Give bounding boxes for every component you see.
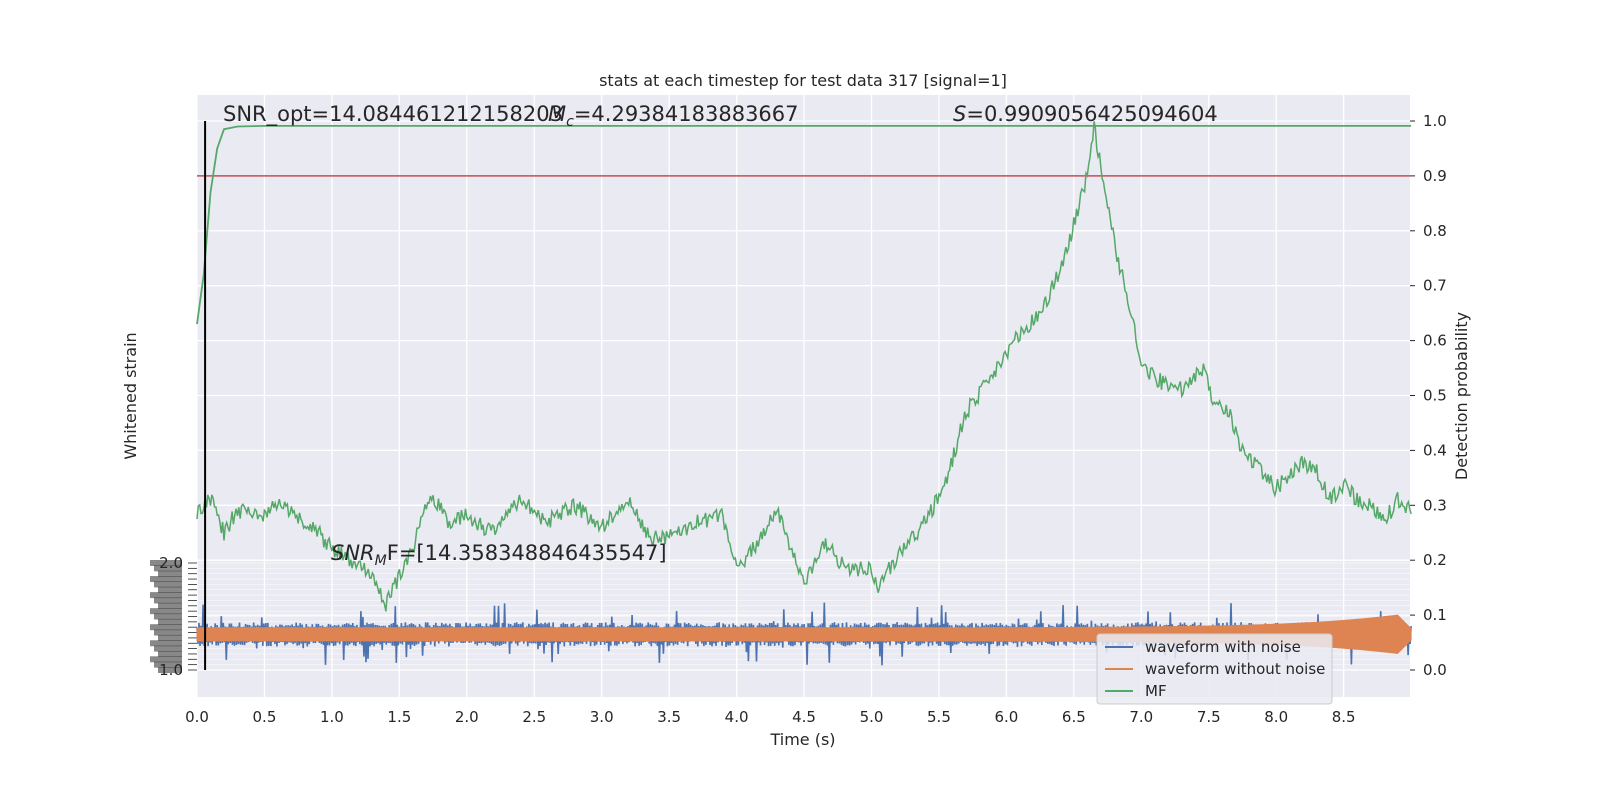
snr-mf-annotation: SNRMF=[14.358348846435547] bbox=[331, 541, 667, 569]
y-tick-label: 0.6 bbox=[1423, 332, 1447, 350]
x-tick-label: 6.0 bbox=[994, 708, 1018, 726]
left-tick-label-clutter bbox=[150, 656, 182, 663]
left-tick-label-clutter bbox=[158, 650, 182, 657]
left-tick-label-clutter bbox=[158, 602, 182, 609]
legend-label-waveform-without-noise: waveform without noise bbox=[1145, 660, 1325, 678]
x-tick-label: 8.5 bbox=[1332, 708, 1356, 726]
x-tick-label: 7.5 bbox=[1197, 708, 1221, 726]
x-tick-label: 0.5 bbox=[253, 708, 277, 726]
left-tick-label-clutter bbox=[158, 618, 182, 625]
legend-box bbox=[1096, 633, 1333, 705]
left-tick-label-clutter bbox=[154, 645, 182, 652]
left-tick-label-clutter bbox=[154, 597, 182, 604]
right-y-axis-label: Detection probability bbox=[1452, 312, 1471, 480]
left-tick-label-clutter bbox=[158, 570, 182, 577]
left-tick-label-clutter bbox=[158, 667, 182, 673]
x-tick-label: 5.0 bbox=[860, 708, 884, 726]
x-tick-label: 2.0 bbox=[455, 708, 479, 726]
left-tick-label-clutter bbox=[154, 565, 182, 572]
mc-value: =4.29384183883667 bbox=[574, 102, 799, 126]
legend-label-waveform-with-noise: waveform with noise bbox=[1145, 638, 1301, 656]
y-tick-label: 0.7 bbox=[1423, 277, 1447, 295]
mc-subscript: c bbox=[566, 114, 574, 130]
y-tick-label: 0.2 bbox=[1423, 551, 1447, 569]
left-tick-label-clutter bbox=[154, 661, 182, 668]
left-tick-label-clutter bbox=[154, 581, 182, 588]
snr-opt-annotation: SNR_opt=14.084461212158203 bbox=[223, 102, 563, 127]
detection-probability-line bbox=[196, 121, 1412, 612]
chart-title: stats at each timestep for test data 317… bbox=[599, 71, 1007, 90]
left-tick-label-clutter bbox=[150, 624, 182, 631]
y-tick-label: 1.0 bbox=[1423, 112, 1447, 130]
snr-mf-symbol: SNR bbox=[331, 541, 375, 565]
mc-symbol: M bbox=[548, 102, 566, 126]
left-tick-label-bottom: 1.0 bbox=[159, 661, 183, 679]
left-tick-label-clutter bbox=[150, 560, 182, 566]
x-tick-label: 5.5 bbox=[927, 708, 951, 726]
x-tick-label: 2.5 bbox=[522, 708, 546, 726]
s-annotation: S=0.9909056425094604 bbox=[953, 102, 1218, 126]
left-tick-label-clutter bbox=[150, 608, 182, 615]
y-tick-label: 0.4 bbox=[1423, 441, 1447, 459]
tick-layer: 0.0 0.5 1.0 1.5 2.0 2.5 3.0 3.5 4.0 4.5 5.0 5.5 6.0 6… bbox=[185, 112, 1447, 726]
legend: waveform with noise waveform without noi… bbox=[1096, 633, 1333, 705]
y-tick-label: 0.8 bbox=[1423, 222, 1447, 240]
x-tick-label: 4.5 bbox=[792, 708, 816, 726]
left-y-axis-label: Whitened strain bbox=[121, 332, 140, 459]
left-tick-label-clutter bbox=[158, 586, 182, 593]
y-tick-label: 0.3 bbox=[1423, 496, 1447, 514]
x-tick-label: 4.0 bbox=[725, 708, 749, 726]
x-tick-label: 1.0 bbox=[320, 708, 344, 726]
y-tick-label: 0.5 bbox=[1423, 387, 1447, 405]
left-tick-label-clutter bbox=[154, 629, 182, 636]
x-tick-label: 1.5 bbox=[387, 708, 411, 726]
x-tick-label: 6.5 bbox=[1062, 708, 1086, 726]
y-tick-label: 0.9 bbox=[1423, 167, 1447, 185]
x-tick-label: 8.0 bbox=[1264, 708, 1288, 726]
x-axis-label: Time (s) bbox=[769, 730, 835, 749]
snr-mf-value: F=[14.358348846435547] bbox=[387, 541, 667, 565]
legend-label-mf: MF bbox=[1145, 682, 1167, 700]
x-tick-label: 3.5 bbox=[657, 708, 681, 726]
s-value: =0.9909056425094604 bbox=[966, 102, 1217, 126]
left-tick-label-clutter bbox=[150, 640, 182, 647]
left-tick-label-clutter bbox=[150, 592, 182, 599]
x-tick-label: 7.0 bbox=[1129, 708, 1153, 726]
x-tick-label: 3.0 bbox=[590, 708, 614, 726]
x-tick-label: 0.0 bbox=[185, 708, 209, 726]
left-tick-label-clutter bbox=[150, 576, 182, 583]
data-layer bbox=[196, 121, 1412, 670]
s-symbol: S bbox=[953, 102, 966, 126]
snr-mf-subscript: M bbox=[375, 553, 387, 569]
left-tick-label-clutter bbox=[158, 634, 182, 641]
mc-annotation: Mc=4.29384183883667 bbox=[548, 102, 799, 130]
waveform-without-noise-line bbox=[196, 614, 1412, 655]
y-tick-label: 0.1 bbox=[1423, 606, 1447, 624]
left-tick-label-top: 2.0 bbox=[159, 554, 183, 572]
left-tick-label-clutter bbox=[154, 613, 182, 620]
y-tick-label: 0.0 bbox=[1423, 661, 1447, 679]
